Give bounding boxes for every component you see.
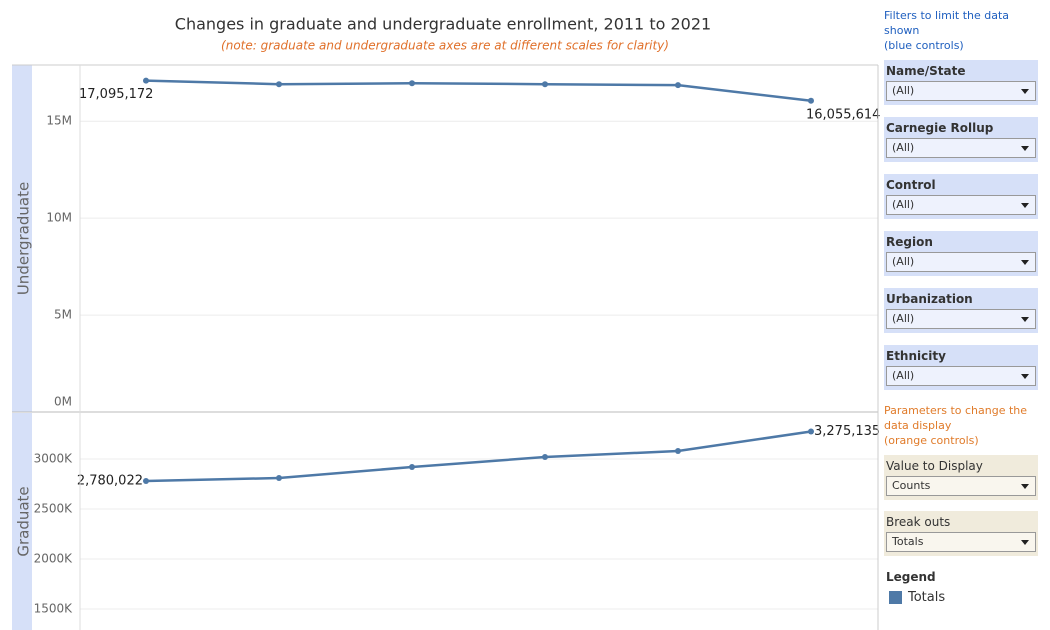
- series-line: [145, 430, 812, 483]
- data-point: [542, 81, 548, 88]
- filter-label: Carnegie Rollup: [886, 121, 994, 135]
- y-tick-label: 0M: [54, 395, 72, 409]
- data-point: [276, 81, 282, 88]
- data-point: [808, 428, 814, 435]
- heading-line: (blue controls): [884, 39, 964, 52]
- data-point: [409, 80, 415, 87]
- legend-label: Totals: [908, 590, 946, 605]
- chart-title: Changes in graduate and undergraduate en…: [175, 15, 711, 34]
- filter-control: Carnegie Rollup (All): [884, 117, 1038, 162]
- y-tick-label: 10M: [46, 211, 72, 225]
- series-line: [145, 79, 812, 102]
- y-tick-label: 2000K: [34, 552, 74, 566]
- data-label: 3,275,135: [814, 424, 880, 439]
- data-point: [675, 82, 681, 89]
- filter-control: Urbanization (All): [884, 288, 1038, 333]
- chart-note: (note: graduate and undergraduate axes a…: [221, 39, 669, 53]
- filter-select[interactable]: (All): [886, 309, 1036, 329]
- parameter-select[interactable]: Totals: [886, 532, 1036, 552]
- parameter-select[interactable]: Counts: [886, 476, 1036, 496]
- legend-title: Legend: [886, 570, 936, 584]
- filter-select[interactable]: (All): [886, 195, 1036, 215]
- filter-control: Region (All): [884, 231, 1038, 276]
- data-label: 2,780,022: [77, 473, 143, 488]
- row-header: [12, 65, 32, 412]
- data-label: 16,055,614: [806, 107, 880, 122]
- data-point: [276, 475, 282, 481]
- filter-select[interactable]: (All): [886, 81, 1036, 101]
- data-point: [542, 454, 548, 460]
- filter-control: Control (All): [884, 174, 1038, 219]
- filter-select[interactable]: (All): [886, 252, 1036, 272]
- panel-heading: Filters to limit the data shown (blue con…: [884, 8, 1040, 53]
- data-point: [409, 464, 415, 470]
- legend: Legend Totals: [886, 570, 945, 605]
- row-label: Undergraduate: [15, 182, 33, 295]
- heading-line: Parameters to change the data display: [884, 404, 1028, 432]
- filter-label: Region: [886, 235, 933, 249]
- filter-select[interactable]: (All): [886, 138, 1036, 158]
- filter-label: Name/State: [886, 64, 966, 78]
- filter-label: Control: [886, 178, 936, 192]
- filter-control: Ethnicity (All): [884, 345, 1038, 390]
- row-header: [12, 413, 32, 630]
- data-point: [143, 477, 149, 484]
- data-point: [808, 97, 814, 104]
- legend-entry: Totals: [886, 590, 945, 605]
- y-tick-label: 2500K: [34, 502, 74, 516]
- data-point: [675, 448, 681, 454]
- filter-control: Name/State (All): [884, 60, 1038, 105]
- panel-heading: Parameters to change the data display (or…: [884, 403, 1040, 448]
- heading-line: Filters to limit the data shown: [884, 9, 1010, 37]
- y-tick-label: 15M: [46, 114, 72, 128]
- chart-area: Changes in graduate and undergraduate en…: [12, 15, 880, 630]
- data-label: 17,095,172: [79, 87, 153, 102]
- parameter-control: Value to Display Counts: [884, 455, 1038, 500]
- y-tick-label: 3000K: [34, 452, 74, 466]
- parameter-label: Value to Display: [886, 459, 983, 473]
- y-tick-label: 5M: [54, 308, 72, 322]
- row-label: Graduate: [15, 486, 33, 556]
- legend-swatch: [889, 591, 902, 604]
- filter-label: Ethnicity: [886, 349, 946, 363]
- data-point: [143, 77, 149, 84]
- filter-select[interactable]: (All): [886, 366, 1036, 386]
- parameter-label: Break outs: [886, 515, 951, 529]
- y-tick-label: 1500K: [34, 602, 74, 616]
- filter-label: Urbanization: [886, 292, 973, 306]
- parameter-control: Break outs Totals: [884, 511, 1038, 556]
- heading-line: (orange controls): [884, 434, 979, 447]
